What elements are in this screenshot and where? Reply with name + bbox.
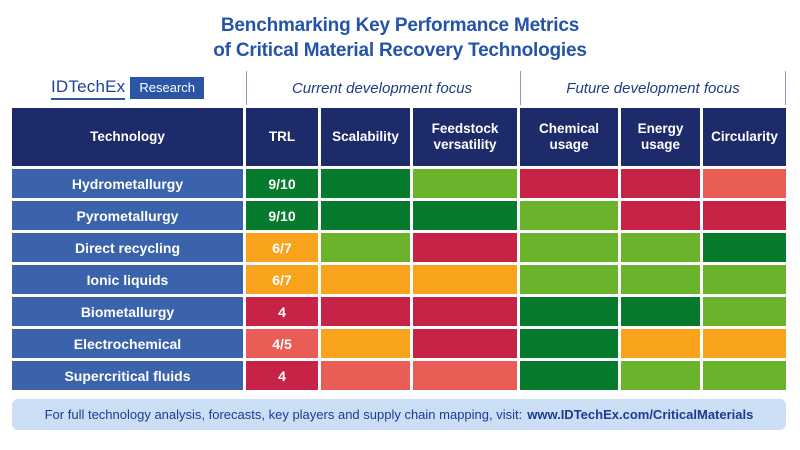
trl-value: 4 (246, 297, 318, 326)
rating-cell-scalability (321, 201, 410, 230)
rating-cell-scalability (321, 329, 410, 358)
footer-text: For full technology analysis, forecasts,… (44, 407, 523, 422)
brand-name: IDTechEx (51, 77, 126, 100)
trl-value: 6/7 (246, 265, 318, 294)
rating-cell-scalability (321, 297, 410, 326)
rating-cell-circularity (703, 265, 786, 294)
technology-label: Hydrometallurgy (12, 169, 243, 198)
rating-cell-feedstock-versatility (413, 233, 517, 262)
rating-cell-feedstock-versatility (413, 329, 517, 358)
brand-logo: IDTechEx Research (12, 71, 243, 105)
column-header-energy-usage: Energy usage (621, 108, 700, 166)
rating-cell-chemical-usage (520, 329, 618, 358)
column-header-scalability: Scalability (321, 108, 410, 166)
rating-cell-energy-usage (621, 361, 700, 390)
rating-cell-energy-usage (621, 201, 700, 230)
trl-value: 9/10 (246, 201, 318, 230)
rating-cell-chemical-usage (520, 361, 618, 390)
rating-cell-energy-usage (621, 329, 700, 358)
rating-cell-energy-usage (621, 169, 700, 198)
column-header-circularity: Circularity (703, 108, 786, 166)
rating-cell-feedstock-versatility (413, 265, 517, 294)
rating-cell-energy-usage (621, 297, 700, 326)
rating-cell-scalability (321, 233, 410, 262)
rating-cell-scalability (321, 169, 410, 198)
footer-link[interactable]: www.IDTechEx.com/CriticalMaterials (527, 407, 754, 422)
column-header-technology: Technology (12, 108, 243, 166)
trl-value: 4/5 (246, 329, 318, 358)
technology-label: Biometallurgy (12, 297, 243, 326)
rating-cell-scalability (321, 361, 410, 390)
brand-badge: Research (130, 77, 204, 99)
page-title-line1: Benchmarking Key Performance Metrics (220, 15, 580, 36)
rating-cell-chemical-usage (520, 297, 618, 326)
column-header-trl: TRL (246, 108, 318, 166)
column-header-feedstock-versatility: Feedstock versatility (413, 108, 517, 166)
rating-cell-feedstock-versatility (413, 201, 517, 230)
rating-cell-chemical-usage (520, 233, 618, 262)
page-title-line2: of Critical Material Recovery Technologi… (213, 40, 587, 62)
trl-value: 6/7 (246, 233, 318, 262)
rating-cell-chemical-usage (520, 169, 618, 198)
technology-label: Ionic liquids (12, 265, 243, 294)
technology-label: Electrochemical (12, 329, 243, 358)
trl-value: 9/10 (246, 169, 318, 198)
group-header-current: Current development focus (246, 71, 517, 105)
column-header-chemical-usage: Chemical usage (520, 108, 618, 166)
rating-cell-feedstock-versatility (413, 169, 517, 198)
group-header-band: IDTechEx Research Current development fo… (12, 71, 786, 105)
rating-cell-energy-usage (621, 233, 700, 262)
rating-cell-chemical-usage (520, 265, 618, 294)
benchmark-matrix: Technology TRL Scalability Feedstock ver… (12, 108, 786, 390)
rating-cell-feedstock-versatility (413, 361, 517, 390)
technology-label: Pyrometallurgy (12, 201, 243, 230)
rating-cell-circularity (703, 169, 786, 198)
rating-cell-energy-usage (621, 265, 700, 294)
page-title: Benchmarking Key Performance Metrics of … (0, 13, 800, 63)
rating-cell-circularity (703, 297, 786, 326)
technology-label: Supercritical fluids (12, 361, 243, 390)
rating-cell-feedstock-versatility (413, 297, 517, 326)
rating-cell-circularity (703, 361, 786, 390)
rating-cell-chemical-usage (520, 201, 618, 230)
technology-label: Direct recycling (12, 233, 243, 262)
rating-cell-circularity (703, 329, 786, 358)
rating-cell-circularity (703, 201, 786, 230)
rating-cell-scalability (321, 265, 410, 294)
footer-banner: For full technology analysis, forecasts,… (12, 399, 786, 430)
rating-cell-circularity (703, 233, 786, 262)
group-header-future: Future development focus (520, 71, 786, 105)
trl-value: 4 (246, 361, 318, 390)
